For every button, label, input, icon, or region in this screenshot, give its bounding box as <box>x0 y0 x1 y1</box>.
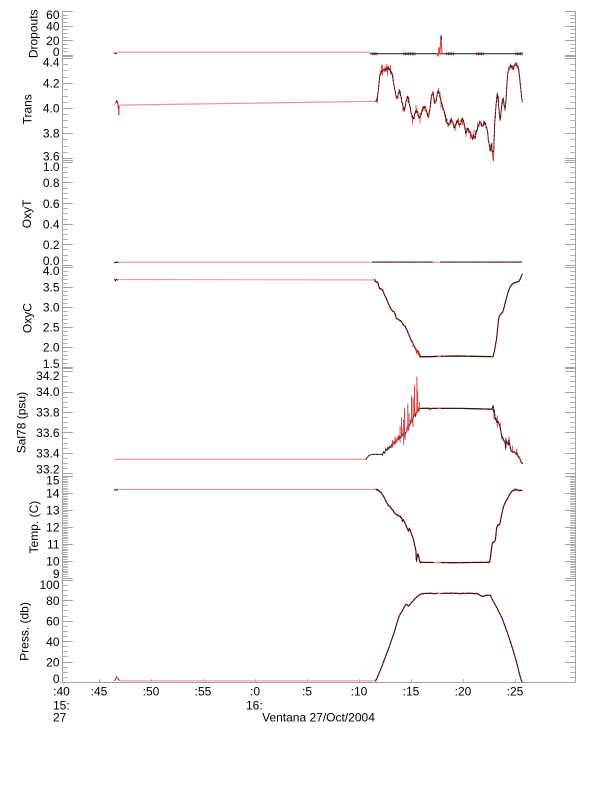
svg-text:15: 15 <box>46 474 60 488</box>
svg-text:14: 14 <box>46 486 60 500</box>
svg-text:Sal78 (psu): Sal78 (psu) <box>15 392 29 453</box>
svg-text:OxyT: OxyT <box>20 199 34 228</box>
svg-text::20: :20 <box>455 684 472 698</box>
svg-text:3.0: 3.0 <box>43 300 60 314</box>
svg-text::15: :15 <box>403 684 420 698</box>
svg-text:16:: 16: <box>246 698 263 712</box>
svg-text:12: 12 <box>46 520 60 534</box>
svg-text:4.0: 4.0 <box>43 102 60 116</box>
svg-text:33.6: 33.6 <box>36 426 60 440</box>
svg-text:2.0: 2.0 <box>43 340 60 354</box>
svg-text:1.5: 1.5 <box>43 357 60 371</box>
svg-text:33.4: 33.4 <box>36 447 60 461</box>
svg-text::5: :5 <box>302 684 312 698</box>
svg-text:0.0: 0.0 <box>43 254 60 268</box>
svg-text:10: 10 <box>46 554 60 568</box>
svg-text:3.6: 3.6 <box>43 149 60 163</box>
svg-text::0: :0 <box>250 684 260 698</box>
svg-text:4.0: 4.0 <box>43 264 60 278</box>
svg-text::10: :10 <box>351 684 368 698</box>
svg-text:20: 20 <box>46 655 60 669</box>
svg-text:Press. (db): Press. (db) <box>18 602 32 661</box>
svg-text:Temp. (C): Temp. (C) <box>27 501 41 554</box>
svg-text:20: 20 <box>46 34 60 48</box>
svg-text:60: 60 <box>46 8 60 22</box>
svg-text:0.2: 0.2 <box>43 238 60 252</box>
svg-text:27: 27 <box>53 711 67 725</box>
svg-text:33.2: 33.2 <box>36 463 60 477</box>
svg-text:40: 40 <box>46 19 60 33</box>
svg-text:4.2: 4.2 <box>43 77 60 91</box>
svg-text:13: 13 <box>46 503 60 517</box>
svg-text:100: 100 <box>39 578 59 592</box>
svg-text:60: 60 <box>46 614 60 628</box>
svg-text:4.4: 4.4 <box>43 56 60 70</box>
svg-text:Dropouts: Dropouts <box>27 9 41 58</box>
svg-text:2.5: 2.5 <box>43 320 60 334</box>
svg-text::50: :50 <box>143 684 160 698</box>
svg-text:0.6: 0.6 <box>43 197 60 211</box>
svg-text::25: :25 <box>507 684 524 698</box>
svg-text:1.0: 1.0 <box>43 160 60 174</box>
svg-text:0: 0 <box>53 45 60 59</box>
svg-text::45: :45 <box>91 684 108 698</box>
svg-text:Ventana 27/Oct/2004: Ventana 27/Oct/2004 <box>262 711 375 725</box>
svg-text:40: 40 <box>46 635 60 649</box>
svg-text:0.4: 0.4 <box>43 217 60 231</box>
svg-text:Trans: Trans <box>21 94 35 124</box>
svg-text:9: 9 <box>53 567 60 581</box>
svg-text:0.8: 0.8 <box>43 176 60 190</box>
svg-text::55: :55 <box>195 684 212 698</box>
svg-text:OxyC: OxyC <box>21 303 35 333</box>
svg-text:34.0: 34.0 <box>36 385 60 399</box>
svg-text:0: 0 <box>53 672 60 686</box>
svg-text:15:: 15: <box>53 698 70 712</box>
svg-text:33.8: 33.8 <box>36 406 60 420</box>
svg-text:80: 80 <box>46 594 60 608</box>
svg-text:11: 11 <box>47 537 60 551</box>
svg-text:3.8: 3.8 <box>43 127 60 141</box>
svg-text:3.5: 3.5 <box>43 280 60 294</box>
svg-text::40: :40 <box>53 684 70 698</box>
svg-text:34.2: 34.2 <box>36 369 60 383</box>
